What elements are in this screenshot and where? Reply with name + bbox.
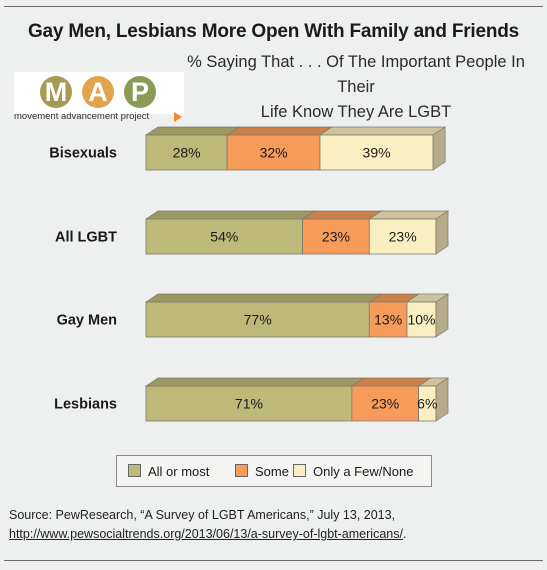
legend-swatch-all-or-most [128,464,141,477]
source-text: Source: PewResearch, “A Survey of LGBT A… [9,508,396,522]
legend-swatch-some [235,464,248,477]
chart-subtitle: % Saying That . . . Of The Important Peo… [186,50,526,125]
logo-letter-a: A [82,76,114,108]
data-label: 54% [210,229,238,245]
legend-item-some: Some [235,464,289,479]
data-label: 13% [374,312,402,328]
legend-item-all-or-most: All or most [128,464,209,479]
bar-top-face [144,377,366,387]
bar-top-face [301,210,383,220]
bar-top-face [144,210,316,220]
data-label: 6% [417,396,437,412]
bar-top-face [144,126,241,136]
category-label: Bisexuals [49,146,117,162]
subtitle-line-1: % Saying That . . . Of The Important Peo… [187,53,525,96]
chart-title: Gay Men, Lesbians More Open With Family … [27,21,520,42]
logo-tagline: movement advancement project [14,111,150,122]
source-link[interactable]: http://www.pewsocialtrends.org/2013/06/1… [9,527,403,541]
logo-letter-m: M [40,76,72,108]
legend-swatch-only-a-few-none [293,464,306,477]
category-label: All LGBT [55,230,117,246]
data-label: 32% [260,145,288,161]
source-note: Source: PewResearch, “A Survey of LGBT A… [9,506,544,544]
data-label: 77% [244,312,272,328]
bar-top-face [368,210,450,220]
bar-side-face [435,210,449,255]
subtitle-line-2: Life Know They Are LGBT [260,103,452,121]
chart-legend: All or most Some Only a Few/None [116,455,432,487]
data-label: 28% [173,145,201,161]
bar-segment [226,134,321,171]
bar-segment [302,218,370,255]
map-logo: M A P movement advancement project [14,72,184,124]
data-label: 23% [322,229,350,245]
data-label: 23% [371,396,399,412]
legend-item-only-a-few-none: Only a Few/None [293,464,413,479]
stacked-bar-chart: Bisexuals 28% 32% 39% All LGBT 54% 23% 23% Gay M… [49,126,450,422]
legend-label: Only a Few/None [313,464,414,479]
legend-label: Some [255,464,289,479]
bar-top-face [350,377,432,387]
data-label: 23% [389,229,417,245]
legend-label: All or most [148,464,210,479]
bar-segment [145,218,304,255]
top-rule [4,6,543,7]
bar-top-face [226,126,334,136]
bar-segment [145,301,370,338]
category-label: Lesbians [54,397,117,413]
bar-side-face [435,377,449,422]
category-label: Gay Men [57,313,117,329]
bar-segment [145,134,228,171]
bottom-rule [4,560,543,561]
source-end: . [402,527,407,541]
logo-arrow-icon [174,112,182,122]
bar-side-face [435,293,449,338]
bar-segment [368,218,437,255]
data-label: 10% [407,312,435,328]
data-label: 39% [363,145,391,161]
bar-top-face [318,126,447,136]
data-label: 71% [235,396,263,412]
bar-segment [319,134,434,171]
bar-side-face [432,126,446,171]
bar-top-face [144,293,383,303]
bar-segment [368,301,408,338]
logo-letter-p: P [124,76,156,108]
